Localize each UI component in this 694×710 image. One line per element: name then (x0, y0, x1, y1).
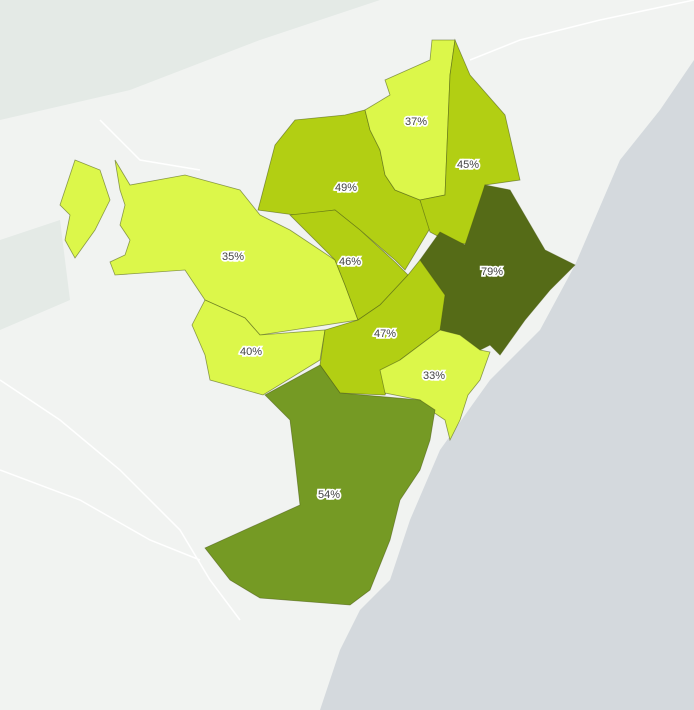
district-label: 79% (481, 266, 503, 278)
district-54[interactable] (204, 364, 436, 606)
district-47[interactable] (319, 259, 446, 396)
district-label: 54% (318, 489, 340, 501)
district-79[interactable] (419, 184, 576, 356)
sea (320, 60, 694, 710)
district-label: 49% (335, 182, 357, 194)
park-area (0, 0, 380, 120)
district-label: 37% (405, 116, 427, 128)
district-label: 45% (457, 159, 479, 171)
road (99, 119, 201, 171)
road (0, 469, 201, 561)
district-37[interactable] (364, 39, 456, 201)
district-label: 46% (339, 256, 361, 268)
park-area (0, 220, 70, 330)
road (469, 0, 694, 61)
district-33[interactable] (379, 329, 491, 442)
road (0, 379, 241, 621)
district-label: 47% (374, 328, 396, 340)
district-label: 40% (240, 346, 262, 358)
district-label: 33% (423, 370, 445, 382)
district-label: 35% (222, 251, 244, 263)
district-40[interactable] (191, 299, 326, 396)
